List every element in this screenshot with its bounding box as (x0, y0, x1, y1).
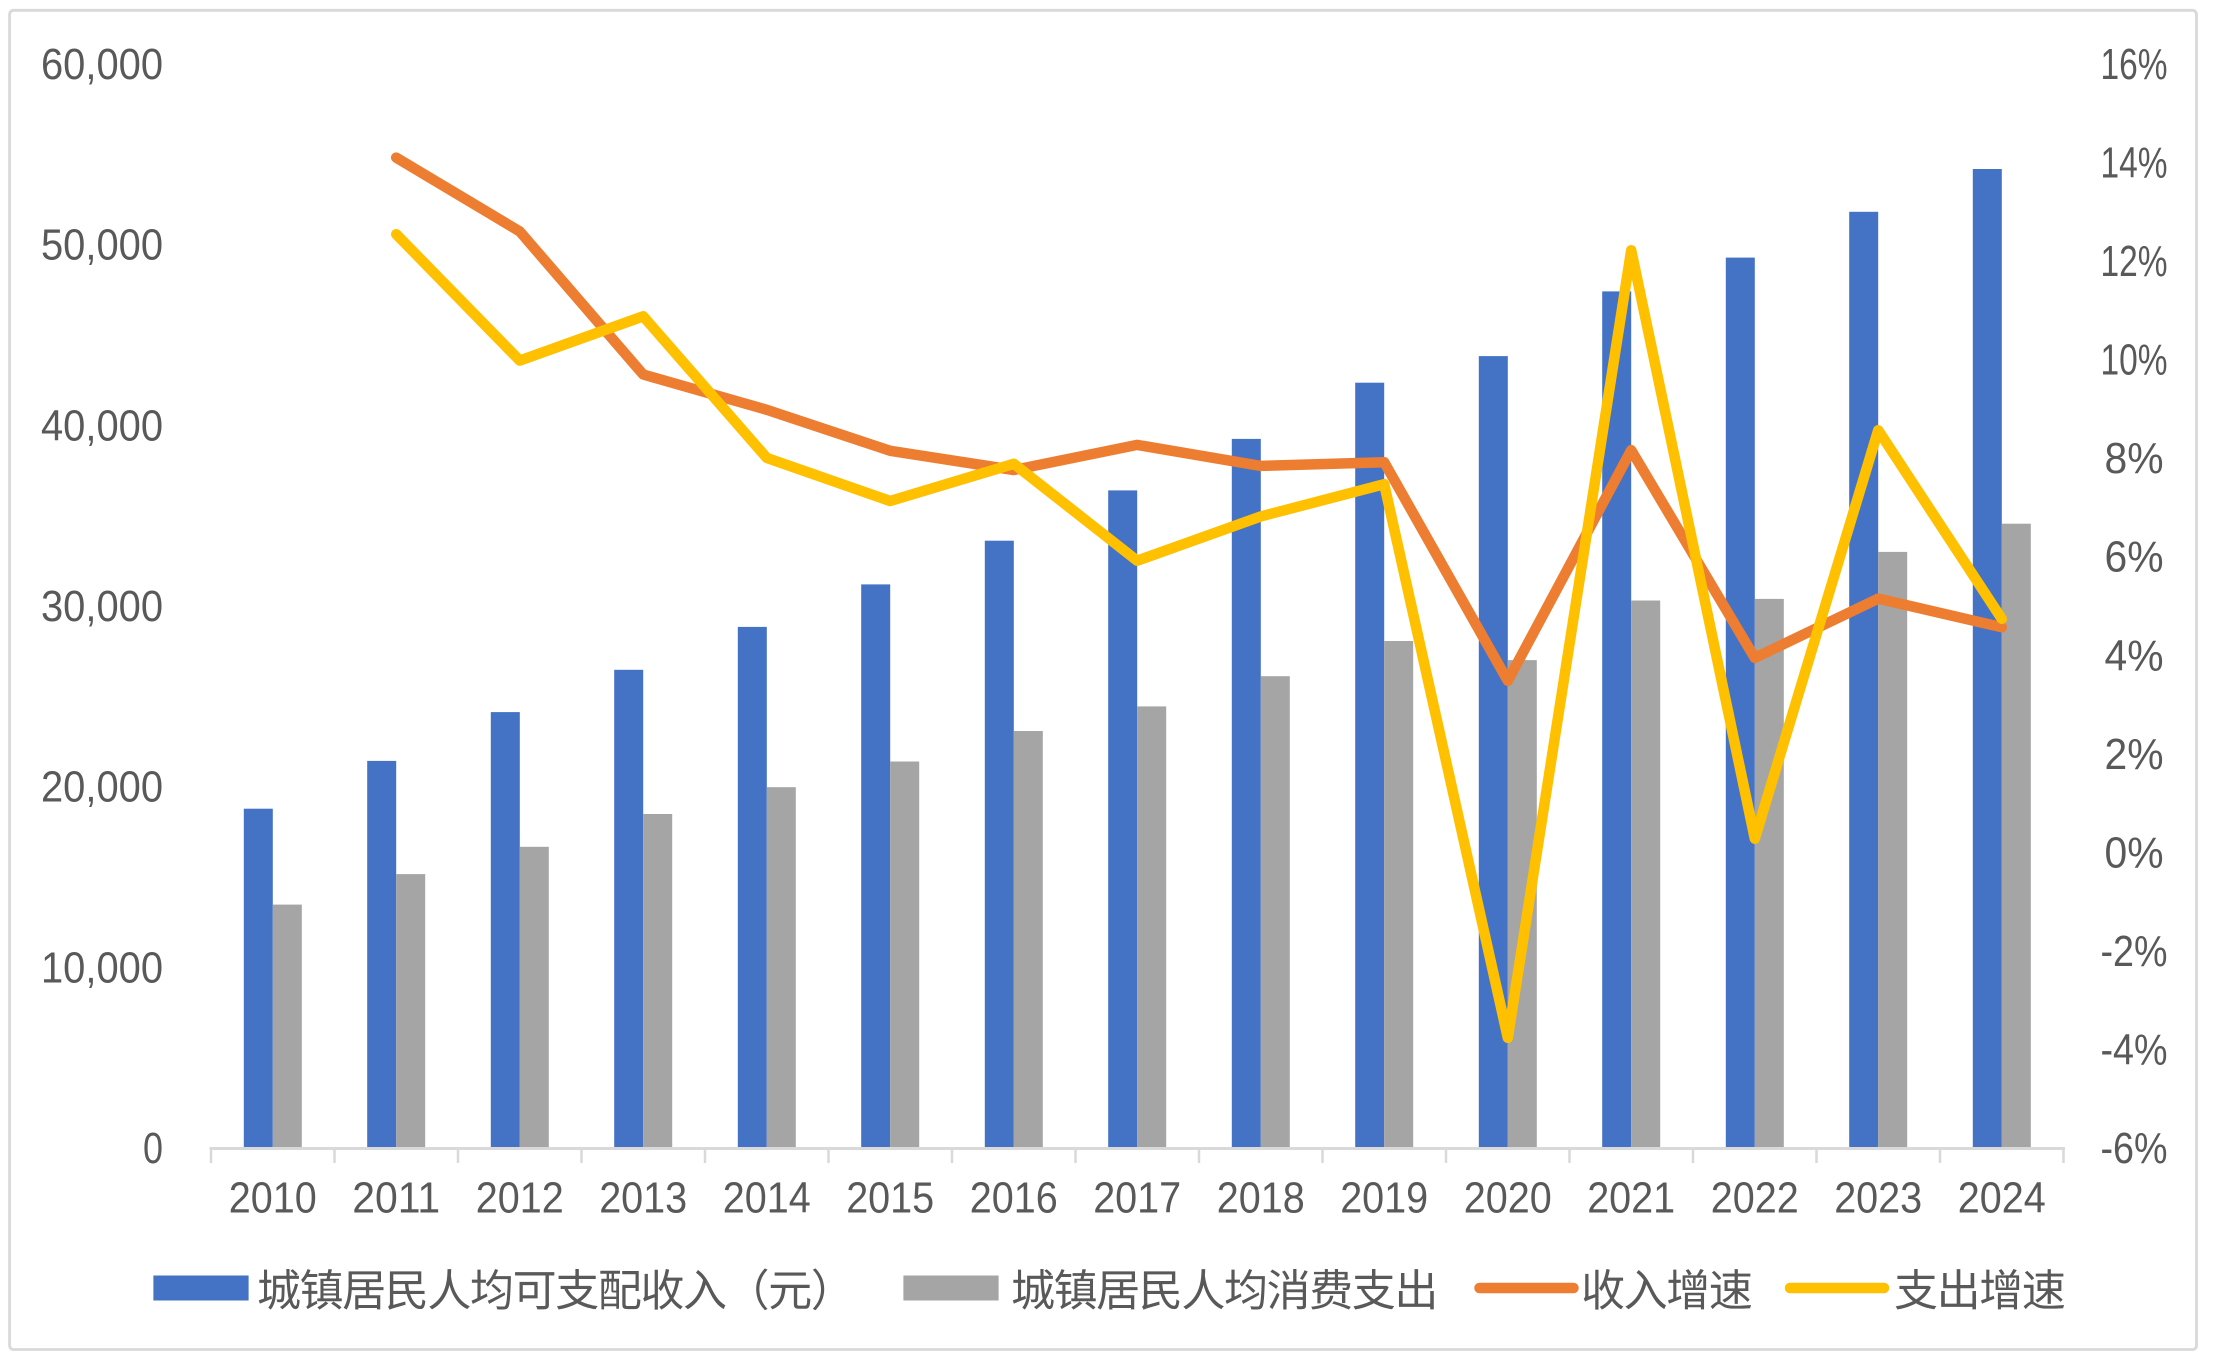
svg-text:0: 0 (143, 1124, 163, 1173)
svg-text:10%: 10% (2101, 336, 2168, 385)
svg-text:2024: 2024 (1958, 1174, 2046, 1223)
svg-text:2013: 2013 (599, 1174, 687, 1223)
svg-text:60,000: 60,000 (41, 40, 163, 89)
svg-text:2015: 2015 (846, 1174, 934, 1223)
svg-text:2011: 2011 (352, 1174, 440, 1223)
svg-text:2018: 2018 (1217, 1174, 1305, 1223)
svg-text:30,000: 30,000 (41, 582, 163, 631)
svg-text:2021: 2021 (1587, 1174, 1675, 1223)
svg-text:2016: 2016 (970, 1174, 1058, 1223)
svg-text:0%: 0% (2105, 828, 2164, 877)
svg-text:2022: 2022 (1711, 1174, 1799, 1223)
svg-text:4%: 4% (2105, 631, 2164, 680)
svg-text:16%: 16% (2101, 40, 2168, 89)
svg-text:10,000: 10,000 (41, 943, 163, 992)
svg-text:2023: 2023 (1834, 1174, 1922, 1223)
svg-text:2012: 2012 (476, 1174, 564, 1223)
svg-text:-2%: -2% (2101, 927, 2168, 976)
svg-text:-6%: -6% (2101, 1124, 2168, 1173)
svg-text:2017: 2017 (1093, 1174, 1181, 1223)
svg-text:14%: 14% (2101, 139, 2168, 188)
svg-text:2010: 2010 (229, 1174, 317, 1223)
svg-text:6%: 6% (2105, 533, 2164, 582)
svg-text:2019: 2019 (1340, 1174, 1428, 1223)
svg-text:20,000: 20,000 (41, 763, 163, 812)
svg-text:-4%: -4% (2101, 1026, 2168, 1075)
svg-text:50,000: 50,000 (41, 221, 163, 270)
svg-text:40,000: 40,000 (41, 401, 163, 450)
svg-text:12%: 12% (2101, 237, 2168, 286)
svg-text:2014: 2014 (723, 1174, 811, 1223)
svg-text:8%: 8% (2105, 434, 2164, 483)
svg-text:2020: 2020 (1464, 1174, 1552, 1223)
svg-text:2%: 2% (2105, 730, 2164, 779)
